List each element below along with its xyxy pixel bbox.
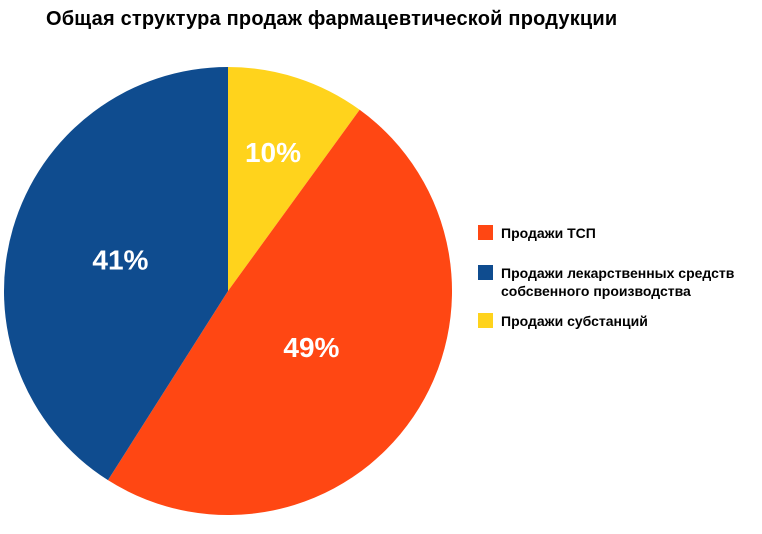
chart-title: Общая структура продаж фармацевтической … xyxy=(46,8,618,30)
legend-swatch-substances xyxy=(478,313,493,328)
legend-swatch-own-production xyxy=(478,265,493,280)
pie-percent-label: 41% xyxy=(92,244,148,275)
legend-item-own-production: Продажи лекарственных средств собсвенног… xyxy=(478,264,754,300)
pie-percent-label: 49% xyxy=(283,332,339,363)
legend-swatch-tsp xyxy=(478,225,493,240)
legend-item-substances: Продажи субстанций xyxy=(478,312,754,330)
legend: Продажи ТСП Продажи лекарственных средст… xyxy=(478,224,754,330)
pie-percent-label: 10% xyxy=(245,137,301,168)
legend-label-own-production: Продажи лекарственных средств собсвенног… xyxy=(501,265,735,299)
legend-item-tsp: Продажи ТСП xyxy=(478,224,754,242)
pie-slice xyxy=(107,109,453,516)
legend-label-tsp: Продажи ТСП xyxy=(501,225,596,241)
legend-label-substances: Продажи субстанций xyxy=(501,313,648,329)
pie-slice xyxy=(3,67,228,481)
pie-slice xyxy=(228,67,360,291)
